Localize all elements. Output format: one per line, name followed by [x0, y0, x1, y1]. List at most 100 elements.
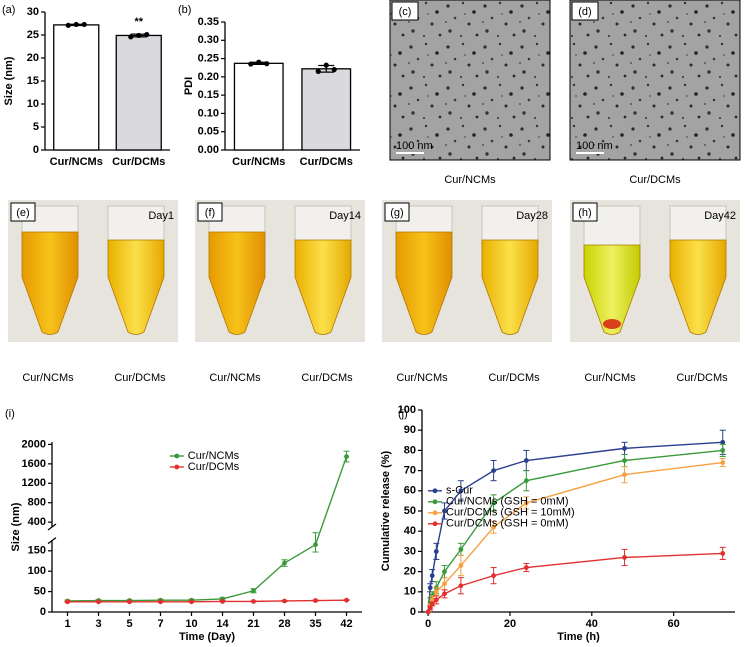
- y-tick-label: 2000: [22, 438, 46, 450]
- y-tick-label: 10: [404, 586, 416, 598]
- x-tick-label: 14: [216, 618, 229, 630]
- data-point: [458, 488, 464, 494]
- caption: Cur/DCMs: [301, 372, 353, 384]
- data-point: [491, 573, 497, 579]
- x-tick-label: 5: [126, 618, 132, 630]
- data-point: [251, 588, 256, 594]
- y-tick-label: 0.35: [198, 16, 219, 28]
- x-tick-label: Cur/DCMs: [300, 156, 353, 168]
- data-point: [323, 62, 329, 68]
- y-axis-title: Size (nm): [10, 502, 22, 551]
- legend-label: Cur/DCMs: [188, 461, 240, 473]
- tube-liquid: [583, 244, 641, 335]
- legend-marker: [432, 510, 438, 516]
- x-tick-label: 60: [668, 618, 680, 630]
- tube-liquid: [481, 239, 539, 335]
- data-point: [429, 601, 435, 607]
- data-point: [622, 458, 627, 463]
- y-tick-label: 0.30: [198, 34, 219, 46]
- caption: Cur/DCMs: [676, 372, 728, 384]
- y-tick-label: 0.15: [198, 89, 219, 101]
- x-tick-label: 21: [247, 618, 259, 630]
- data-point: [81, 21, 87, 28]
- tube-liquid: [395, 231, 453, 335]
- data-point: [220, 598, 225, 604]
- x-tick-label: Cur/NCMs: [50, 156, 103, 168]
- data-point: [458, 583, 464, 589]
- caption: Cur/DCMs: [629, 174, 681, 186]
- y-tick-label: 30: [27, 6, 39, 18]
- y-tick-label: 0.10: [198, 107, 219, 119]
- legend-marker: [432, 499, 438, 505]
- data-point: [491, 524, 497, 530]
- y-tick-label: 50: [404, 505, 416, 517]
- data-point: [158, 599, 163, 605]
- x-tick-label: 35: [309, 618, 321, 630]
- tube-glass: [294, 205, 352, 247]
- data-point: [425, 609, 431, 615]
- panel-label: (c): [399, 6, 412, 18]
- y-tick-label: 0.20: [198, 71, 219, 83]
- y-tick-label: 100: [398, 404, 416, 416]
- y-tick-label: 15: [27, 75, 39, 87]
- data-point: [251, 598, 256, 604]
- y-tick-label: 80: [404, 444, 416, 456]
- data-point: [344, 597, 349, 603]
- tube-liquid: [208, 231, 266, 335]
- series-line: [67, 456, 348, 602]
- axis-break: [47, 523, 57, 531]
- scale-bar-label: 100 nm: [576, 140, 613, 152]
- panel-label: (f): [205, 207, 215, 219]
- data-point: [622, 472, 627, 478]
- y-tick-label: 90: [404, 424, 416, 436]
- y-tick-label: 25: [27, 29, 39, 41]
- panel-label: (h): [578, 207, 591, 219]
- bar: [115, 34, 162, 151]
- y-tick-label: 70: [404, 465, 416, 477]
- y-tick-label: 0.25: [198, 52, 219, 64]
- bar: [233, 62, 284, 151]
- x-tick-label: 7: [157, 618, 163, 630]
- x-tick-label: 28: [278, 618, 290, 630]
- data-point: [433, 597, 439, 603]
- y-tick-label: 40: [404, 525, 416, 537]
- tube-glass: [481, 205, 539, 247]
- data-point: [442, 591, 447, 597]
- caption: Cur/NCMs: [584, 372, 636, 384]
- tube-liquid: [669, 239, 727, 335]
- x-tick-label: 40: [586, 618, 598, 630]
- data-point: [523, 500, 529, 506]
- y-tick-label: 0: [40, 606, 46, 618]
- x-tick-label: 42: [340, 618, 352, 630]
- axis-break: [47, 537, 57, 545]
- data-point: [189, 599, 194, 605]
- data-point: [127, 599, 132, 605]
- x-tick-label: Cur/DCMs: [112, 156, 165, 168]
- legend-marker: [174, 464, 180, 470]
- y-axis-title: Size (nm): [3, 56, 15, 105]
- data-point: [96, 599, 101, 605]
- label-box: [391, 1, 419, 21]
- data-point: [622, 445, 627, 451]
- label-box: [571, 1, 599, 21]
- series-line: [427, 552, 723, 613]
- legend-label: s-Cur: [446, 485, 473, 497]
- label-box: [384, 202, 410, 222]
- series-line: [67, 599, 347, 603]
- data-point: [433, 549, 439, 554]
- micrograph: [389, 0, 551, 161]
- y-axis-title: Cumulative release (%): [380, 450, 392, 571]
- data-point: [491, 468, 497, 473]
- caption: Cur/NCMs: [396, 372, 448, 384]
- legend-label: Cur/NCMs (GSH = 0mM): [446, 496, 569, 508]
- panel-label: (i): [5, 408, 15, 420]
- y-axis-title: PDI: [183, 77, 195, 95]
- data-point: [313, 598, 318, 603]
- panel-label: (g): [390, 207, 403, 219]
- y-tick-label: 150: [28, 545, 46, 557]
- caption: Cur/DCMs: [488, 372, 540, 384]
- data-point: [458, 546, 464, 552]
- data-point: [523, 458, 529, 463]
- panel-label: (e): [16, 207, 29, 219]
